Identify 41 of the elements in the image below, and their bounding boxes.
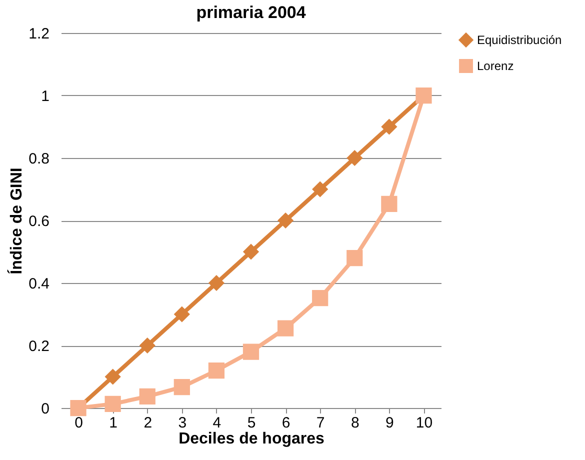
point <box>174 306 190 322</box>
y-tick-label: 0.6 <box>28 213 50 230</box>
point <box>277 320 294 336</box>
x-tick-label: 2 <box>144 414 152 432</box>
chart-title: primaria 2004 <box>196 3 306 22</box>
point <box>208 362 225 379</box>
point <box>381 118 398 135</box>
x-tick-label: 3 <box>178 414 187 432</box>
point <box>174 379 190 396</box>
y-tick-label: 0.8 <box>28 150 50 168</box>
x-axis-title: Deciles de hogares <box>178 430 325 448</box>
point <box>104 368 121 385</box>
x-tick-label: 5 <box>247 414 256 432</box>
point <box>346 250 363 266</box>
legend-label: Lorenz <box>477 59 514 73</box>
x-tick-label: 4 <box>212 414 222 432</box>
x-tick-label: 9 <box>386 414 394 432</box>
x-tick-label: 10 <box>416 414 433 432</box>
x-tick-label: 1 <box>109 414 118 432</box>
y-axis-title: Índice de GINI <box>6 168 26 274</box>
point <box>312 290 328 306</box>
x-tick-label: 0 <box>74 414 83 432</box>
point <box>242 344 260 360</box>
y-tick-label: 0 <box>41 400 50 418</box>
point <box>312 181 328 198</box>
x-tick-label: 7 <box>316 414 325 432</box>
point <box>104 396 121 412</box>
point <box>277 212 294 229</box>
y-tick-label: 1.2 <box>28 26 50 42</box>
y-tick-label: 1 <box>41 88 50 105</box>
point <box>208 274 225 292</box>
point <box>346 150 363 166</box>
point <box>139 337 156 354</box>
point <box>139 388 156 404</box>
x-tick-label: 8 <box>350 414 360 432</box>
y-tick-label: 0.4 <box>28 276 50 292</box>
legend-label: Equidistribución <box>477 33 562 47</box>
x-tick-label: 6 <box>282 414 290 432</box>
point <box>381 196 398 212</box>
y-tick-label: 0.2 <box>28 338 50 355</box>
point <box>242 244 260 260</box>
